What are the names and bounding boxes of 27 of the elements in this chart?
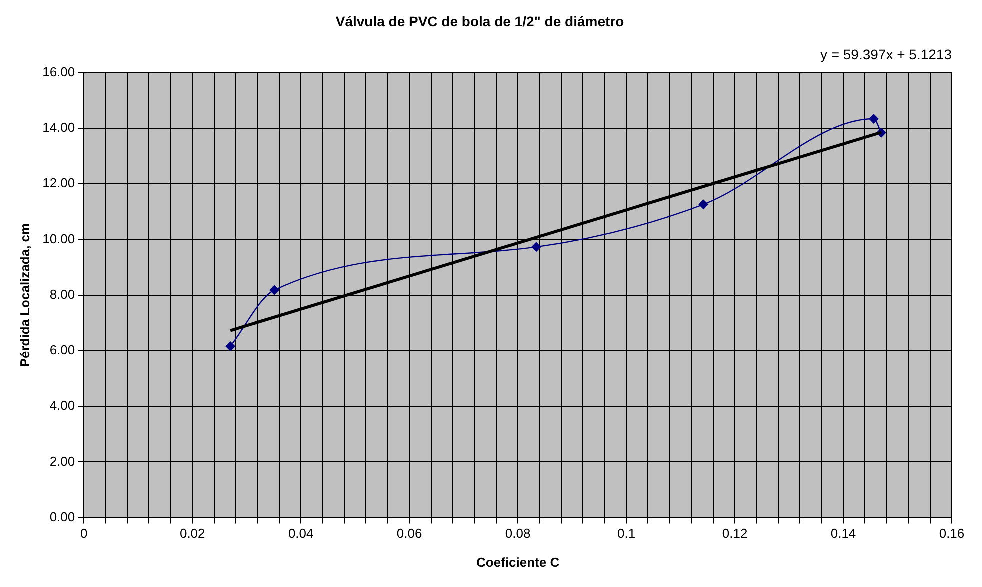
- point: [532, 242, 542, 252]
- point: [868, 114, 879, 124]
- y-axis-title: Pérdida Localizada, cm: [17, 223, 32, 368]
- y-tick-label: 6.00: [50, 342, 76, 358]
- point: [226, 341, 236, 352]
- point: [270, 285, 280, 296]
- y-tick-label: 2.00: [50, 454, 76, 469]
- y-tick-label: 16.00: [42, 64, 76, 80]
- y-tick-label: 14.00: [42, 120, 76, 136]
- x-tick-label: 0.04: [288, 526, 314, 542]
- x-tick-label: 0.14: [830, 526, 856, 542]
- x-axis-title: Coeficiente C: [476, 554, 560, 570]
- x-tick-label: 0.06: [396, 526, 422, 542]
- y-tick-label: 4.00: [50, 398, 76, 414]
- x-tick-label: 0.12: [722, 526, 748, 542]
- y-tick-label: 12.00: [42, 176, 76, 191]
- y-tick-label: 8.00: [50, 286, 76, 302]
- x-tick-label: 0.16: [939, 526, 965, 542]
- point: [698, 200, 709, 210]
- x-tick-label: 0.1: [618, 526, 636, 542]
- x-tick-label: 0: [80, 526, 88, 542]
- x-tick-label: 0.08: [505, 526, 531, 542]
- y-tick-label: 0.00: [50, 509, 76, 524]
- chart-title: Válvula de PVC de bola de 1/2" de diámetro: [336, 13, 624, 30]
- y-tick-label: 10.00: [42, 231, 76, 246]
- text: y = 59.397x + 5.1213: [820, 46, 952, 63]
- x-tick-label: 0.02: [180, 526, 206, 542]
